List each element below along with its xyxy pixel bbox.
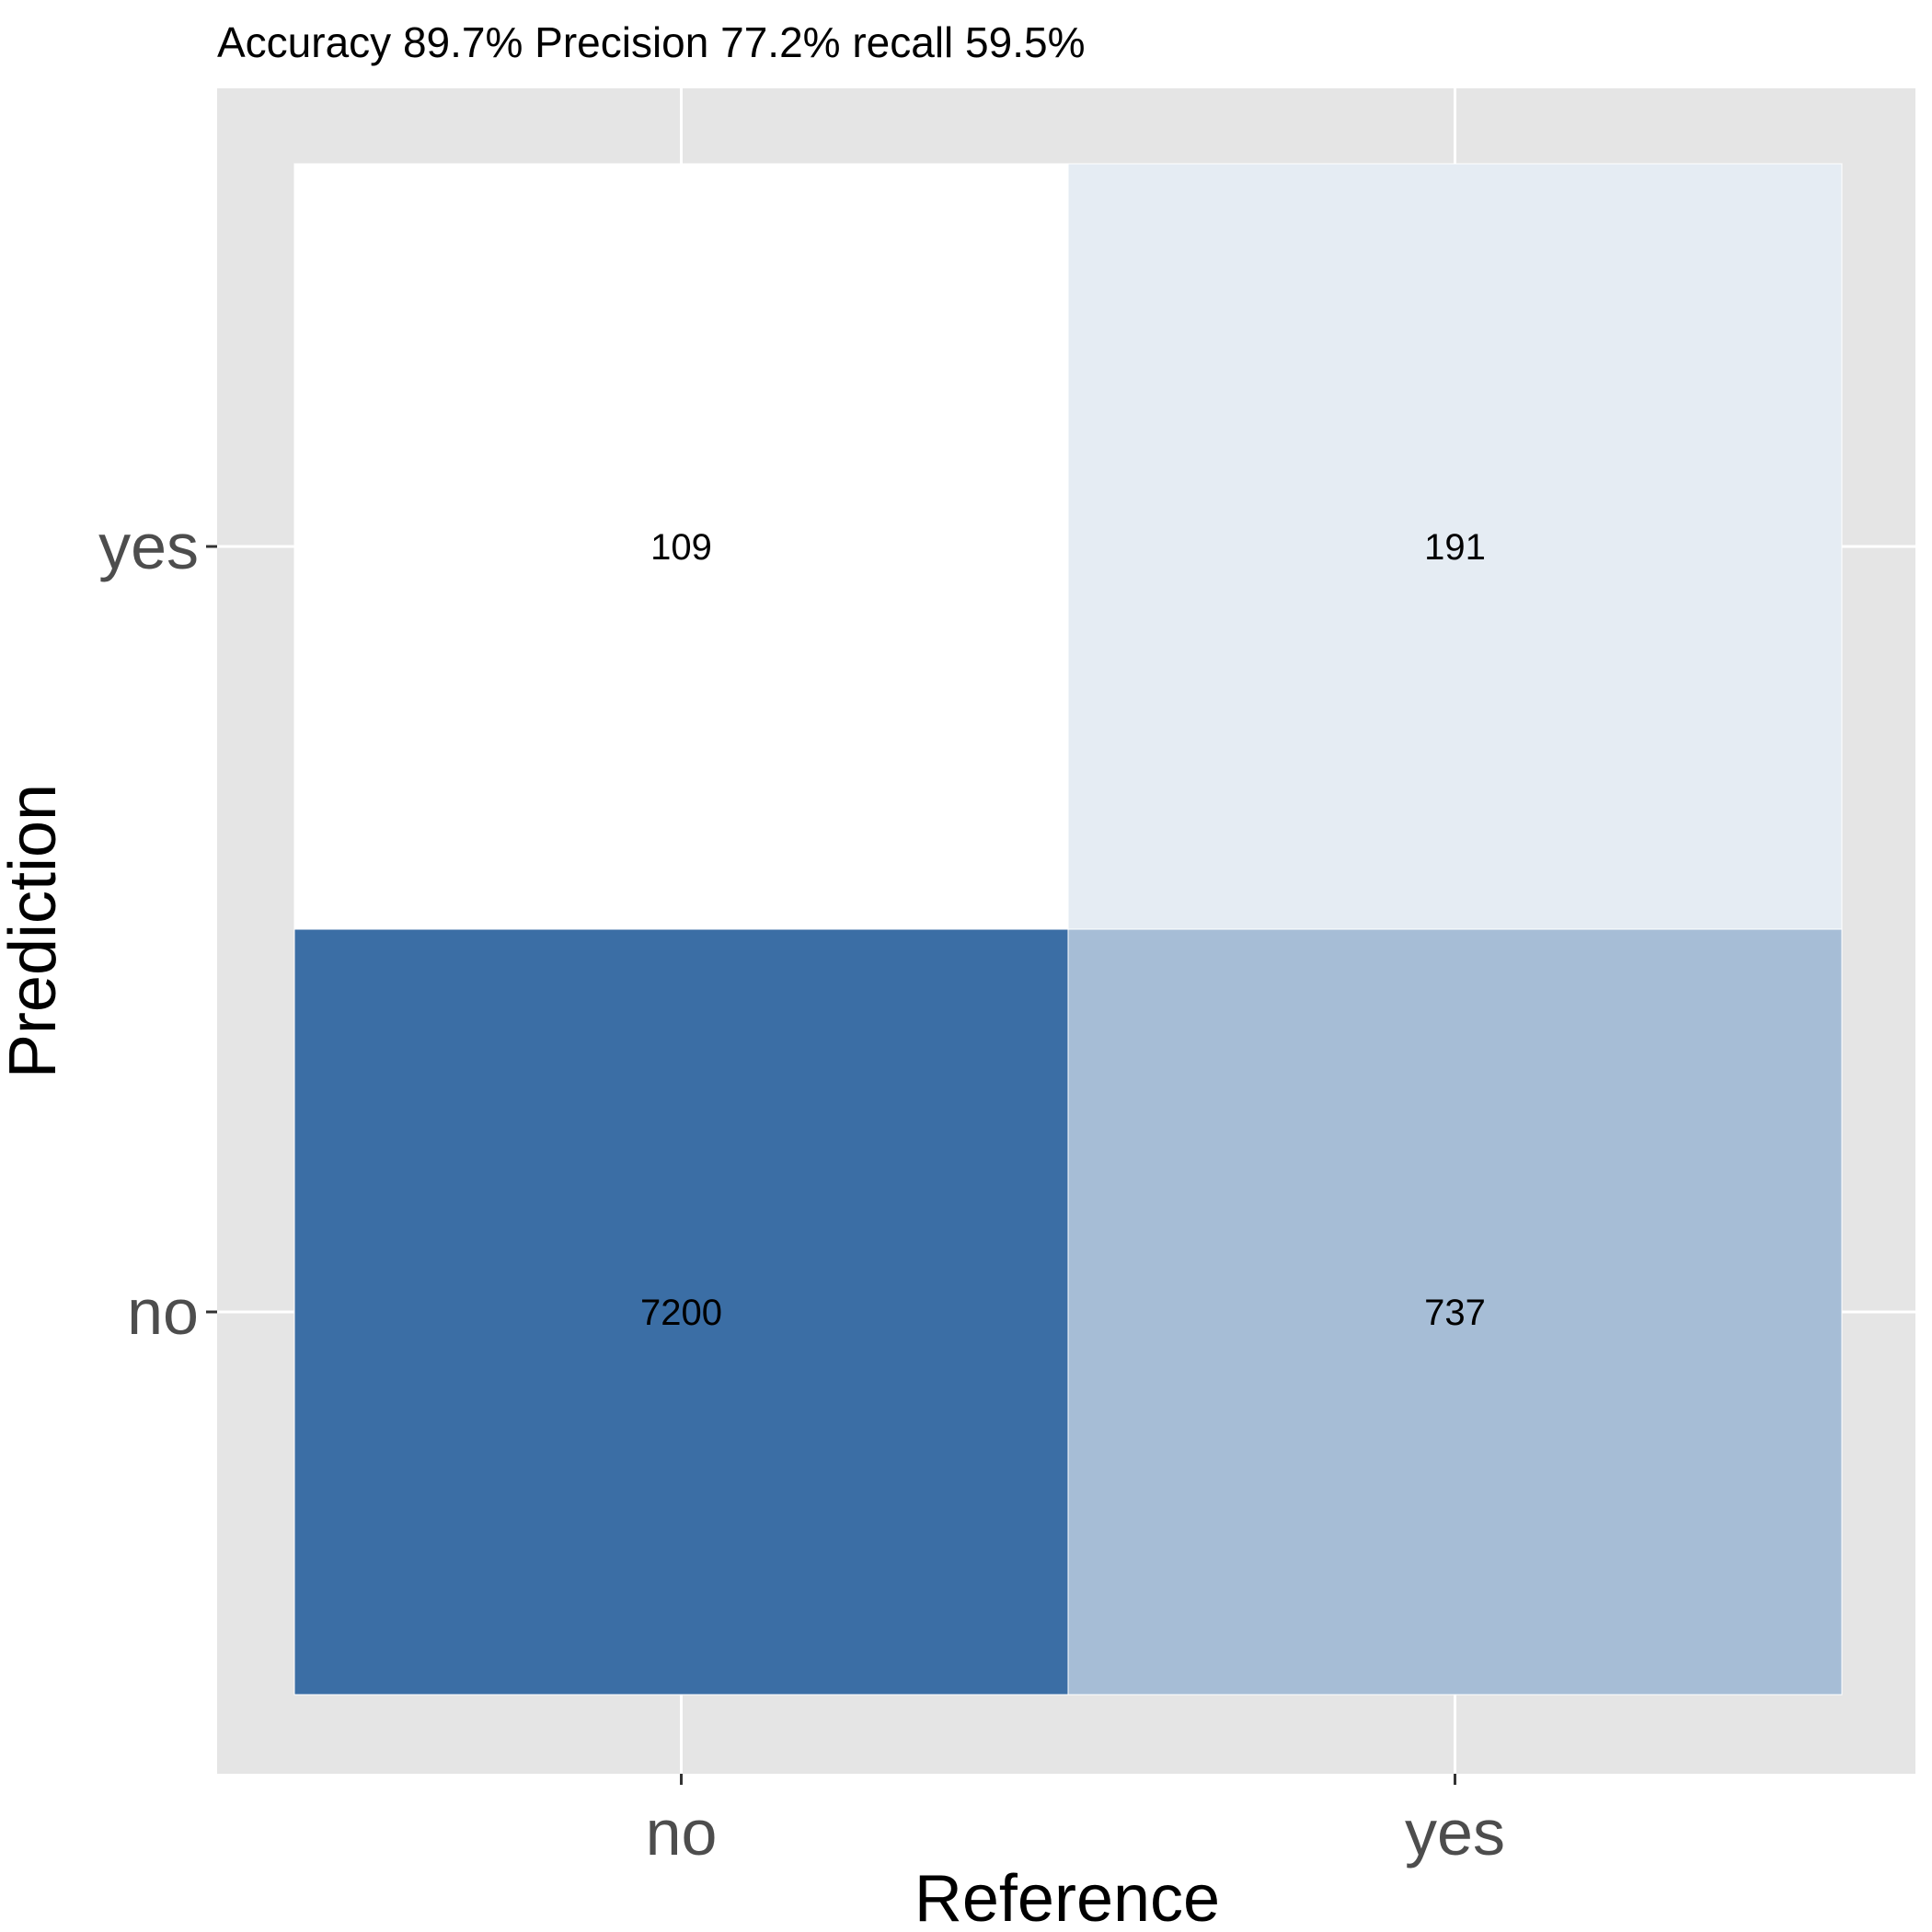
y-axis: no yes [98,511,217,1348]
x-axis-title: Reference [914,1862,1220,1932]
y-axis-title: Prediction [0,784,70,1078]
x-tick-label-yes: yes [1405,1797,1505,1869]
x-tick-label-no: no [646,1797,718,1869]
cell-label-yes-yes: 191 [1424,527,1486,568]
cell-label-no-no: 7200 [640,1293,722,1333]
cell-yes-yes [1067,163,1843,930]
heatmap-cells [293,163,1843,1696]
cell-labels: 109 191 7200 737 [640,527,1486,1333]
cell-no-no [293,928,1069,1696]
y-tick-label-yes: yes [98,511,199,582]
chart-title: Accuracy 89.7% Precision 77.2% recall 59… [217,18,1085,66]
cell-no-yes [293,163,1069,930]
cell-label-no-yes: 109 [650,527,712,568]
cell-yes-no [1067,928,1843,1696]
cell-label-yes-no: 737 [1424,1293,1486,1333]
x-axis: no yes [646,1774,1505,1869]
y-tick-label-no: no [127,1276,199,1348]
